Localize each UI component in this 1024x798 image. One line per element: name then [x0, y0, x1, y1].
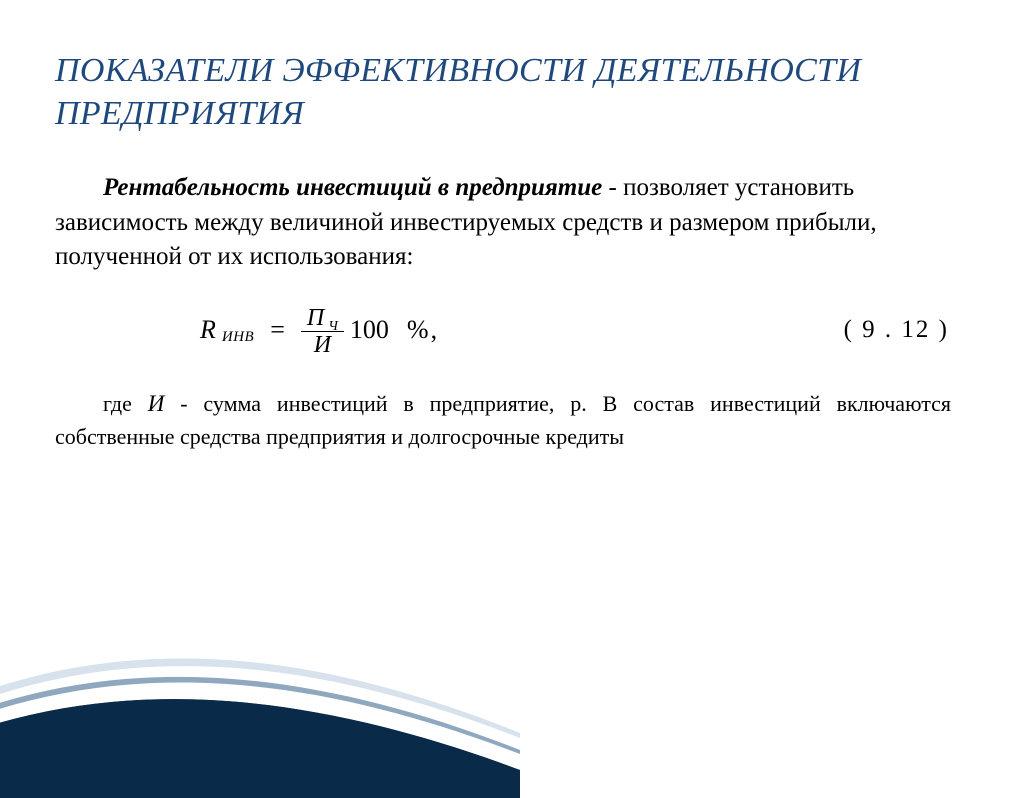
equation-number: ( 9 . 12 )	[844, 316, 949, 344]
formula: R ИНВ = П Ч И 100 %,	[200, 303, 437, 359]
term-bold: Рентабельность инвестиций в предприятие	[103, 174, 602, 201]
symbol-R: R	[200, 315, 216, 345]
symbol-P: П	[307, 305, 324, 331]
formula-row: R ИНВ = П Ч И 100 %, ( 9 . 12 )	[55, 303, 969, 359]
subscript-ch: Ч	[328, 319, 338, 334]
equals-sign: =	[270, 315, 285, 345]
subscript-inv: ИНВ	[222, 329, 254, 346]
denominator: И	[308, 332, 337, 358]
where-rest: - сумма инвестиций в предприятие, р. В с…	[55, 391, 951, 449]
fraction: П Ч И	[301, 303, 344, 359]
slide-title: ПОКАЗАТЕЛИ ЭФФЕКТИВНОСТИ ДЕЯТЕЛЬНОСТИ ПР…	[55, 50, 969, 135]
decorative-swoosh	[0, 578, 520, 798]
symbol-I: И	[148, 391, 165, 416]
where-paragraph: где И - сумма инвестиций в предприятие, …	[55, 388, 969, 452]
slide: ПОКАЗАТЕЛИ ЭФФЕКТИВНОСТИ ДЕЯТЕЛЬНОСТИ ПР…	[0, 0, 1024, 768]
percent-sign: %	[407, 315, 429, 345]
where-prefix: где	[103, 391, 148, 416]
intro-paragraph: Рентабельность инвестиций в предприятие …	[55, 171, 969, 275]
hundred: 100	[350, 315, 389, 345]
numerator: П Ч	[301, 303, 344, 333]
comma: ,	[431, 315, 438, 345]
